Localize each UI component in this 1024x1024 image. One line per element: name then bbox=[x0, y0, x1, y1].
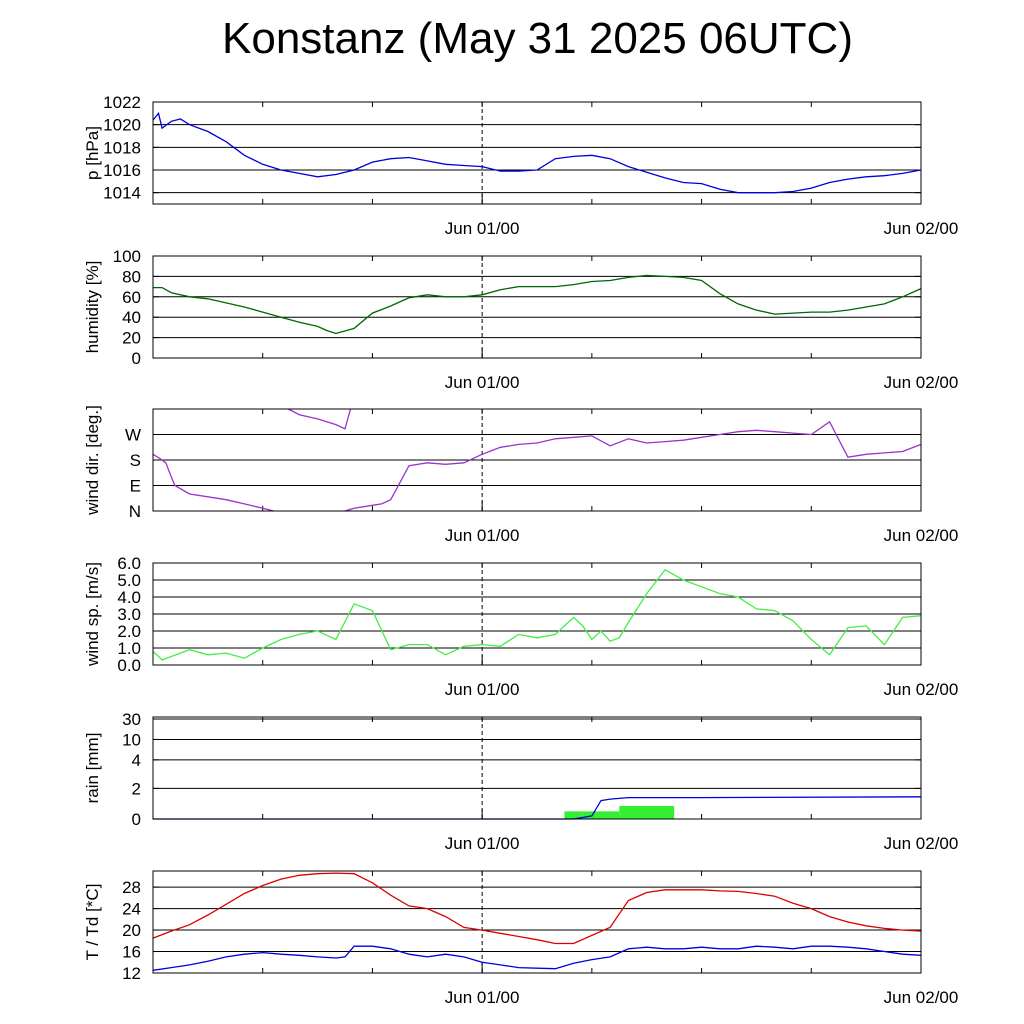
x-tick-label: Jun 02/00 bbox=[884, 373, 959, 392]
y-axis-label: wind dir. [deg.] bbox=[83, 405, 102, 516]
y-tick-label: 28 bbox=[122, 878, 141, 897]
panel-frame bbox=[152, 408, 922, 512]
series-line bbox=[152, 945, 922, 971]
y-tick-label: 4.0 bbox=[117, 588, 141, 607]
x-tick-label: Jun 02/00 bbox=[884, 680, 959, 699]
panel-frame bbox=[152, 101, 922, 205]
series-line bbox=[153, 274, 922, 335]
y-tick-label: 4 bbox=[132, 751, 141, 770]
panel-frame bbox=[152, 255, 922, 359]
y-axis-label: rain [mm] bbox=[83, 733, 102, 804]
x-tick-label: Jun 02/00 bbox=[884, 219, 959, 238]
y-tick-label: W bbox=[125, 426, 141, 445]
y-tick-label: 1.0 bbox=[117, 639, 141, 658]
y-tick-label: 1018 bbox=[103, 138, 141, 157]
y-tick-label: 2 bbox=[132, 779, 141, 798]
y-tick-label: 0 bbox=[132, 810, 141, 829]
series-line bbox=[152, 453, 274, 512]
y-axis-label: wind sp. [m/s] bbox=[83, 562, 102, 667]
y-tick-label: 60 bbox=[122, 288, 141, 307]
y-tick-label: 1020 bbox=[103, 116, 141, 135]
y-tick-label: 2.0 bbox=[117, 622, 141, 641]
x-tick-label: Jun 01/00 bbox=[445, 988, 520, 1007]
y-tick-label: 0 bbox=[132, 349, 141, 368]
series-line bbox=[288, 408, 352, 430]
y-axis-label: humidity [%] bbox=[83, 261, 102, 354]
y-tick-label: S bbox=[130, 451, 141, 470]
y-tick-label: 1014 bbox=[103, 184, 141, 203]
rain-bar bbox=[582, 811, 620, 819]
x-tick-label: Jun 01/00 bbox=[445, 680, 520, 699]
y-tick-label: 24 bbox=[122, 900, 141, 919]
y-tick-label: 16 bbox=[122, 943, 141, 962]
panel-5: 12 16 20 24 28 Jun 01/00 Jun 02/00 T / Td [*C] bbox=[83, 870, 959, 1007]
series-line bbox=[152, 872, 922, 945]
series-line bbox=[152, 568, 922, 661]
panel-frame bbox=[152, 562, 922, 666]
x-tick-label: Jun 01/00 bbox=[445, 219, 520, 238]
x-tick-label: Jun 01/00 bbox=[445, 373, 520, 392]
y-tick-label: 5.0 bbox=[117, 571, 141, 590]
x-tick-label: Jun 02/00 bbox=[884, 834, 959, 853]
rain-bar bbox=[619, 805, 675, 819]
y-tick-label: 20 bbox=[122, 921, 141, 940]
panel-3: 0.01.02.03.04.05.06.0 Jun 01/00 Jun 02/00 w… bbox=[83, 554, 958, 699]
rain-bar bbox=[564, 811, 583, 819]
y-tick-label: 3.0 bbox=[117, 605, 141, 624]
y-tick-label: E bbox=[130, 477, 141, 496]
y-tick-label: 100 bbox=[113, 247, 141, 266]
panel-frame bbox=[152, 716, 922, 820]
y-tick-label: 1016 bbox=[103, 161, 141, 180]
y-tick-label: 10 bbox=[122, 730, 141, 749]
y-axis-label: p [hPa] bbox=[83, 126, 102, 180]
panel-0: 1014 1016 1018 1020 1022 Jun 01/00 Jun 02/00 p … bbox=[83, 93, 958, 238]
x-tick-label: Jun 01/00 bbox=[445, 834, 520, 853]
chart-title: Konstanz (May 31 2025 06UTC) bbox=[222, 14, 853, 63]
y-tick-label: N bbox=[129, 502, 141, 521]
x-tick-label: Jun 01/00 bbox=[445, 526, 520, 545]
y-tick-label: 0.0 bbox=[117, 656, 141, 675]
y-tick-label: 20 bbox=[122, 329, 141, 348]
y-tick-label: 40 bbox=[122, 308, 141, 327]
x-tick-label: Jun 02/00 bbox=[884, 526, 959, 545]
series-line bbox=[153, 796, 922, 820]
y-tick-label: 12 bbox=[122, 964, 141, 983]
y-tick-label: 1022 bbox=[103, 93, 141, 112]
y-tick-label: 6.0 bbox=[117, 554, 141, 573]
series-line bbox=[152, 111, 922, 194]
x-tick-label: Jun 02/00 bbox=[884, 988, 959, 1007]
series-line bbox=[344, 420, 922, 512]
panel-frame bbox=[152, 870, 922, 974]
y-tick-label: 30 bbox=[122, 710, 141, 729]
y-tick-label: 80 bbox=[122, 267, 141, 286]
y-axis-label: T / Td [*C] bbox=[83, 884, 102, 961]
